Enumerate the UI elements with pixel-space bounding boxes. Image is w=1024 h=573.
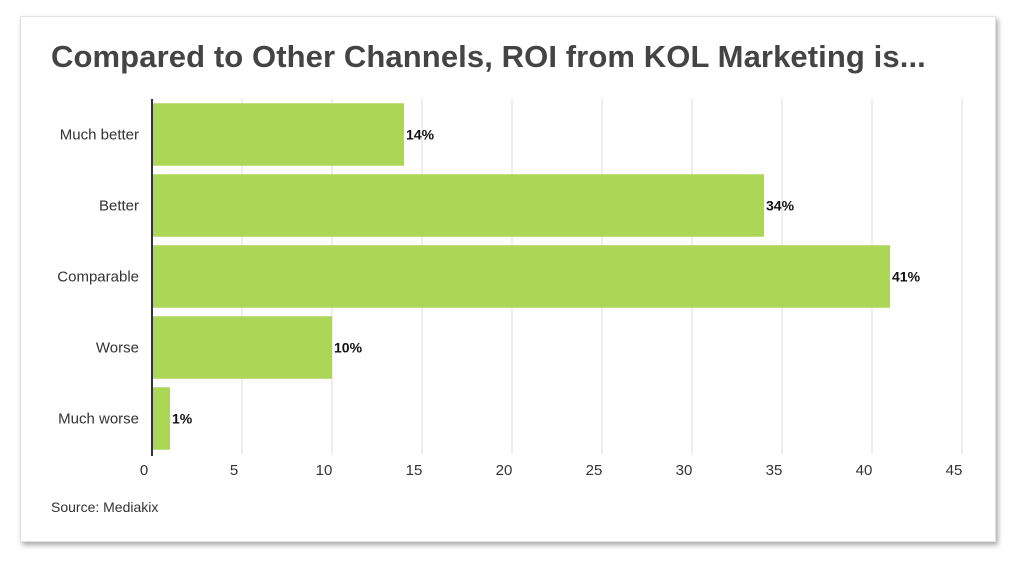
x-tick-label-10: 10 bbox=[316, 462, 333, 479]
category-label-3: Worse bbox=[96, 340, 139, 357]
bar-1 bbox=[153, 174, 764, 237]
bar-chart: Much better 14% Better 34% Comparable 41% Wors… bbox=[57, 99, 963, 479]
data-label-0: 14% bbox=[406, 127, 435, 143]
bar-4 bbox=[153, 387, 170, 450]
chart-card: Compared to Other Channels, ROI from KOL… bbox=[20, 16, 996, 542]
category-label-2: Comparable bbox=[57, 269, 139, 286]
x-tick-label-35: 35 bbox=[766, 462, 783, 479]
chart-title: Compared to Other Channels, ROI from KOL… bbox=[51, 39, 926, 74]
x-tick-label-45: 45 bbox=[946, 462, 963, 479]
x-tick-label-5: 5 bbox=[230, 462, 238, 479]
x-tick-label-0: 0 bbox=[140, 462, 148, 479]
x-tick-label-15: 15 bbox=[406, 462, 423, 479]
x-tick-label-40: 40 bbox=[856, 462, 873, 479]
chart-source: Source: Mediakix bbox=[51, 499, 159, 515]
bar-0 bbox=[153, 103, 404, 166]
bar-3 bbox=[153, 316, 332, 379]
data-label-1: 34% bbox=[766, 198, 795, 214]
x-tick-label-25: 25 bbox=[586, 462, 603, 479]
category-label-4: Much worse bbox=[58, 411, 139, 428]
bar-2 bbox=[153, 245, 890, 308]
data-label-3: 10% bbox=[334, 340, 363, 356]
category-label-1: Better bbox=[99, 198, 139, 215]
x-tick-label-20: 20 bbox=[496, 462, 513, 479]
category-label-0: Much better bbox=[60, 127, 139, 144]
x-tick-label-30: 30 bbox=[676, 462, 693, 479]
data-label-2: 41% bbox=[892, 269, 921, 285]
data-label-4: 1% bbox=[172, 411, 193, 427]
